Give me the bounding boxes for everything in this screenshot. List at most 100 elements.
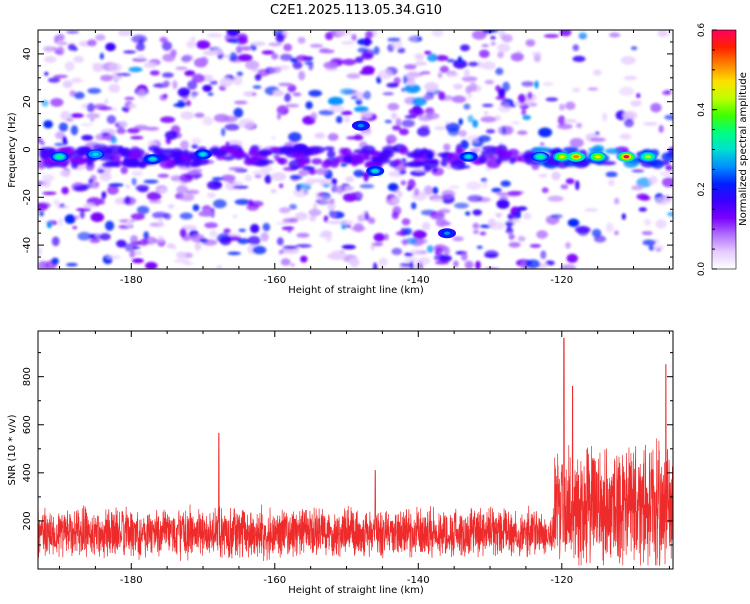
- heatmap-blob: [398, 128, 409, 136]
- heatmap-blob: [237, 33, 248, 42]
- heatmap-blob: [373, 46, 380, 55]
- heatmap-blob: [517, 93, 526, 104]
- heatmap-blob: [95, 34, 106, 41]
- heatmap-blob: [569, 137, 584, 148]
- heatmap-blob: [199, 238, 209, 243]
- heatmap-peak: [573, 155, 580, 159]
- heatmap-blob: [572, 87, 581, 93]
- heatmap-blob: [229, 52, 238, 62]
- heatmap-blob: [191, 91, 200, 96]
- heatmap-blob: [209, 229, 218, 238]
- heatmap-blob: [339, 88, 355, 95]
- heatmap-blob: [223, 228, 231, 234]
- heatmap-blob: [531, 51, 542, 56]
- heatmap-blob: [538, 127, 553, 138]
- heatmap-blob: [631, 169, 645, 173]
- heatmap-blob: [434, 126, 445, 131]
- heatmap-blob: [42, 174, 55, 182]
- heatmap-blob: [536, 230, 548, 239]
- heatmap-band-blob: [371, 156, 384, 164]
- heatmap-blob: [226, 30, 240, 37]
- heatmap-blob: [330, 250, 347, 260]
- heatmap-blob: [508, 242, 521, 248]
- heatmap-blob: [469, 82, 477, 92]
- heatmap-blob: [298, 70, 306, 81]
- heatmap-blob: [53, 199, 61, 206]
- heatmap-blob: [144, 126, 160, 131]
- heatmap-blob: [658, 124, 664, 133]
- heatmap-blob: [484, 79, 495, 85]
- heatmap-blob: [329, 198, 335, 205]
- heatmap-blob: [38, 202, 49, 212]
- heatmap-peak: [537, 155, 544, 159]
- heatmap-blob: [572, 55, 586, 63]
- heatmap-blob: [542, 81, 554, 87]
- heatmap-blob: [525, 259, 541, 269]
- heatmap-blob: [500, 180, 511, 187]
- heatmap-blob: [67, 43, 76, 51]
- heatmap-blob: [152, 211, 168, 219]
- heatmap-blob: [108, 83, 121, 93]
- heatmap-blob: [655, 219, 667, 229]
- heatmap-blob: [414, 53, 425, 61]
- heatmap-blob: [297, 36, 306, 44]
- heatmap-blob: [559, 103, 565, 111]
- heatmap-blob: [408, 107, 425, 117]
- heatmap-blob: [330, 211, 337, 218]
- heatmap-blob: [360, 128, 372, 136]
- heatmap-blob: [327, 133, 339, 141]
- heatmap-blob: [72, 226, 78, 230]
- heatmap-blob: [498, 88, 506, 98]
- heatmap-blob: [642, 239, 656, 246]
- heatmap-blob: [424, 82, 439, 92]
- heatmap-blob: [179, 228, 187, 238]
- heatmap-blob: [650, 102, 662, 113]
- heatmap-blob: [191, 137, 202, 145]
- heatmap-blob: [350, 95, 358, 100]
- heatmap-blob: [404, 84, 421, 94]
- heatmap-blob: [458, 118, 463, 126]
- heatmap-blob: [278, 82, 293, 87]
- heatmap-blob: [453, 83, 463, 90]
- heatmap-blob: [452, 236, 464, 242]
- heatmap-blob: [406, 71, 421, 79]
- heatmap-blob: [271, 172, 287, 181]
- heatmap-blob: [483, 111, 489, 116]
- heatmap-band-blob: [450, 159, 466, 170]
- heatmap-blob: [325, 32, 334, 41]
- heatmap-blob: [149, 70, 160, 76]
- heatmap-blob: [363, 171, 369, 182]
- heatmap-band-blob: [340, 148, 349, 154]
- heatmap-blob: [300, 255, 308, 263]
- heatmap-blob: [522, 115, 531, 120]
- heatmap-blob: [340, 110, 353, 116]
- heatmap-blob: [206, 192, 216, 199]
- snr-y-tick-label: 200: [22, 511, 33, 530]
- colorbar-tick-label: 0.2: [697, 182, 707, 196]
- heatmap-blob: [464, 69, 470, 78]
- heatmap-band-blob: [363, 152, 370, 161]
- heatmap-blob: [298, 169, 309, 177]
- heatmap-blob: [110, 136, 117, 144]
- heatmap-blob: [525, 39, 536, 47]
- heatmap-blob: [168, 204, 175, 209]
- heatmap-blob: [387, 37, 401, 42]
- heatmap-band-blob: [269, 147, 282, 152]
- heatmap-blob: [433, 254, 450, 261]
- heatmap-band-blob: [309, 146, 326, 154]
- heatmap-blob: [64, 214, 76, 224]
- heatmap-blob: [131, 170, 143, 177]
- heatmap-blob: [162, 72, 174, 78]
- heatmap-blob: [505, 227, 514, 234]
- heatmap-blob: [464, 260, 474, 269]
- heatmap-blob: [97, 168, 105, 174]
- heatmap-blob: [50, 98, 64, 107]
- heatmap-blob: [105, 220, 115, 231]
- heatmap-blob: [137, 54, 146, 59]
- heatmap-blob: [472, 119, 479, 128]
- heatmap-blob: [196, 40, 211, 50]
- heatmap-blob: [70, 113, 84, 118]
- heatmap-y-tick-label: 40: [22, 48, 33, 61]
- heatmap-band-blob: [274, 156, 281, 162]
- heatmap-blob: [426, 245, 434, 253]
